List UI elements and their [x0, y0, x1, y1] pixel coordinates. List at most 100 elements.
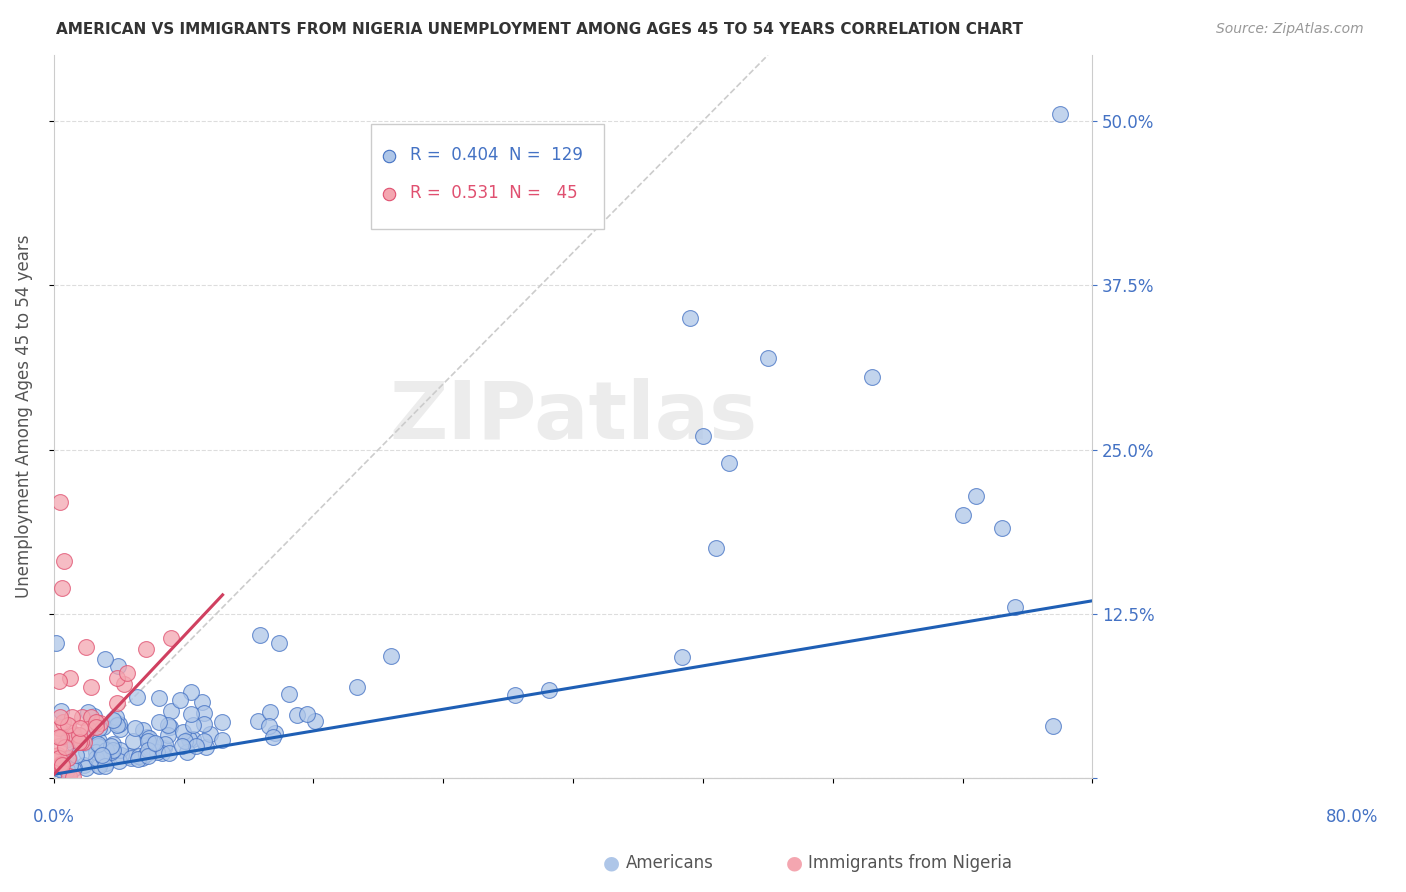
Point [58, 750, 80, 764]
Point [172, 725, 194, 739]
Point [172, 739, 194, 754]
Point [148, 714, 170, 729]
Point [67, 728, 90, 742]
Point [135, 642, 157, 657]
Point [59, 758, 82, 772]
Point [671, 649, 693, 664]
Point [56, 731, 79, 746]
Point [60, 725, 83, 739]
Point [157, 728, 180, 742]
Point [157, 718, 180, 732]
Point [120, 749, 142, 764]
Point [73, 735, 96, 749]
Point [990, 521, 1012, 535]
Point [73, 758, 96, 772]
Point [48, 721, 70, 735]
Point [94, 758, 117, 772]
Point [105, 671, 128, 685]
Point [128, 749, 150, 764]
Point [505, 688, 527, 702]
Point [89, 734, 111, 748]
Point [704, 541, 727, 556]
Text: R =  0.404  N =  129: R = 0.404 N = 129 [411, 146, 583, 164]
Point [103, 742, 125, 756]
Point [247, 714, 270, 728]
Point [101, 738, 124, 752]
Point [1042, 719, 1064, 733]
Point [67, 731, 90, 745]
Point [84, 745, 107, 759]
Point [692, 429, 714, 443]
Point [186, 739, 208, 753]
Point [267, 636, 290, 650]
Text: ●: ● [603, 854, 620, 873]
Point [84, 720, 107, 734]
Point [127, 752, 149, 766]
Point [49, 758, 72, 772]
Point [285, 707, 308, 722]
Point [48, 739, 70, 754]
Point [131, 751, 153, 765]
Point [46, 747, 69, 762]
Point [65, 731, 87, 746]
Point [94, 743, 117, 757]
Point [84, 715, 107, 730]
Point [86, 739, 108, 754]
Point [56, 718, 79, 732]
Point [679, 311, 702, 326]
Point [200, 727, 222, 741]
Point [80, 710, 103, 724]
Y-axis label: Unemployment Among Ages 45 to 54 years: Unemployment Among Ages 45 to 54 years [15, 235, 32, 599]
Point [84, 751, 107, 765]
Point [112, 677, 135, 691]
Point [249, 627, 271, 641]
Point [965, 489, 987, 503]
Point [1049, 107, 1071, 121]
Point [58, 752, 80, 766]
Point [63, 761, 86, 775]
Point [105, 717, 128, 731]
Point [756, 351, 779, 365]
Point [62, 736, 84, 750]
Point [150, 746, 173, 760]
Point [124, 721, 146, 735]
Point [70, 735, 93, 749]
Point [952, 508, 974, 523]
Point [105, 710, 128, 724]
Point [295, 706, 318, 721]
Point [180, 707, 202, 722]
Point [107, 716, 129, 731]
Point [56, 763, 79, 777]
Text: 80.0%: 80.0% [1326, 807, 1378, 826]
Point [49, 704, 72, 718]
Text: Source: ZipAtlas.com: Source: ZipAtlas.com [1216, 22, 1364, 37]
Point [101, 713, 124, 727]
Point [131, 723, 153, 738]
Point [100, 745, 122, 759]
Text: Immigrants from Nigeria: Immigrants from Nigeria [808, 855, 1012, 872]
Point [51, 581, 73, 595]
Point [860, 370, 883, 384]
Point [62, 762, 84, 776]
Point [65, 747, 87, 762]
Point [157, 747, 180, 761]
Text: Americans: Americans [626, 855, 713, 872]
Point [107, 659, 129, 673]
Point [153, 740, 176, 755]
Point [87, 758, 110, 772]
Point [49, 495, 72, 509]
Point [75, 746, 97, 760]
Point [135, 747, 157, 761]
Point [49, 757, 72, 772]
Point [91, 740, 114, 755]
Point [136, 730, 159, 744]
Point [89, 721, 111, 735]
Text: R =  0.531  N =   45: R = 0.531 N = 45 [411, 184, 578, 202]
Point [174, 734, 197, 748]
Point [69, 721, 91, 735]
Point [191, 695, 214, 709]
Point [73, 736, 96, 750]
Point [91, 748, 114, 763]
Point [262, 730, 284, 744]
Point [122, 734, 145, 748]
